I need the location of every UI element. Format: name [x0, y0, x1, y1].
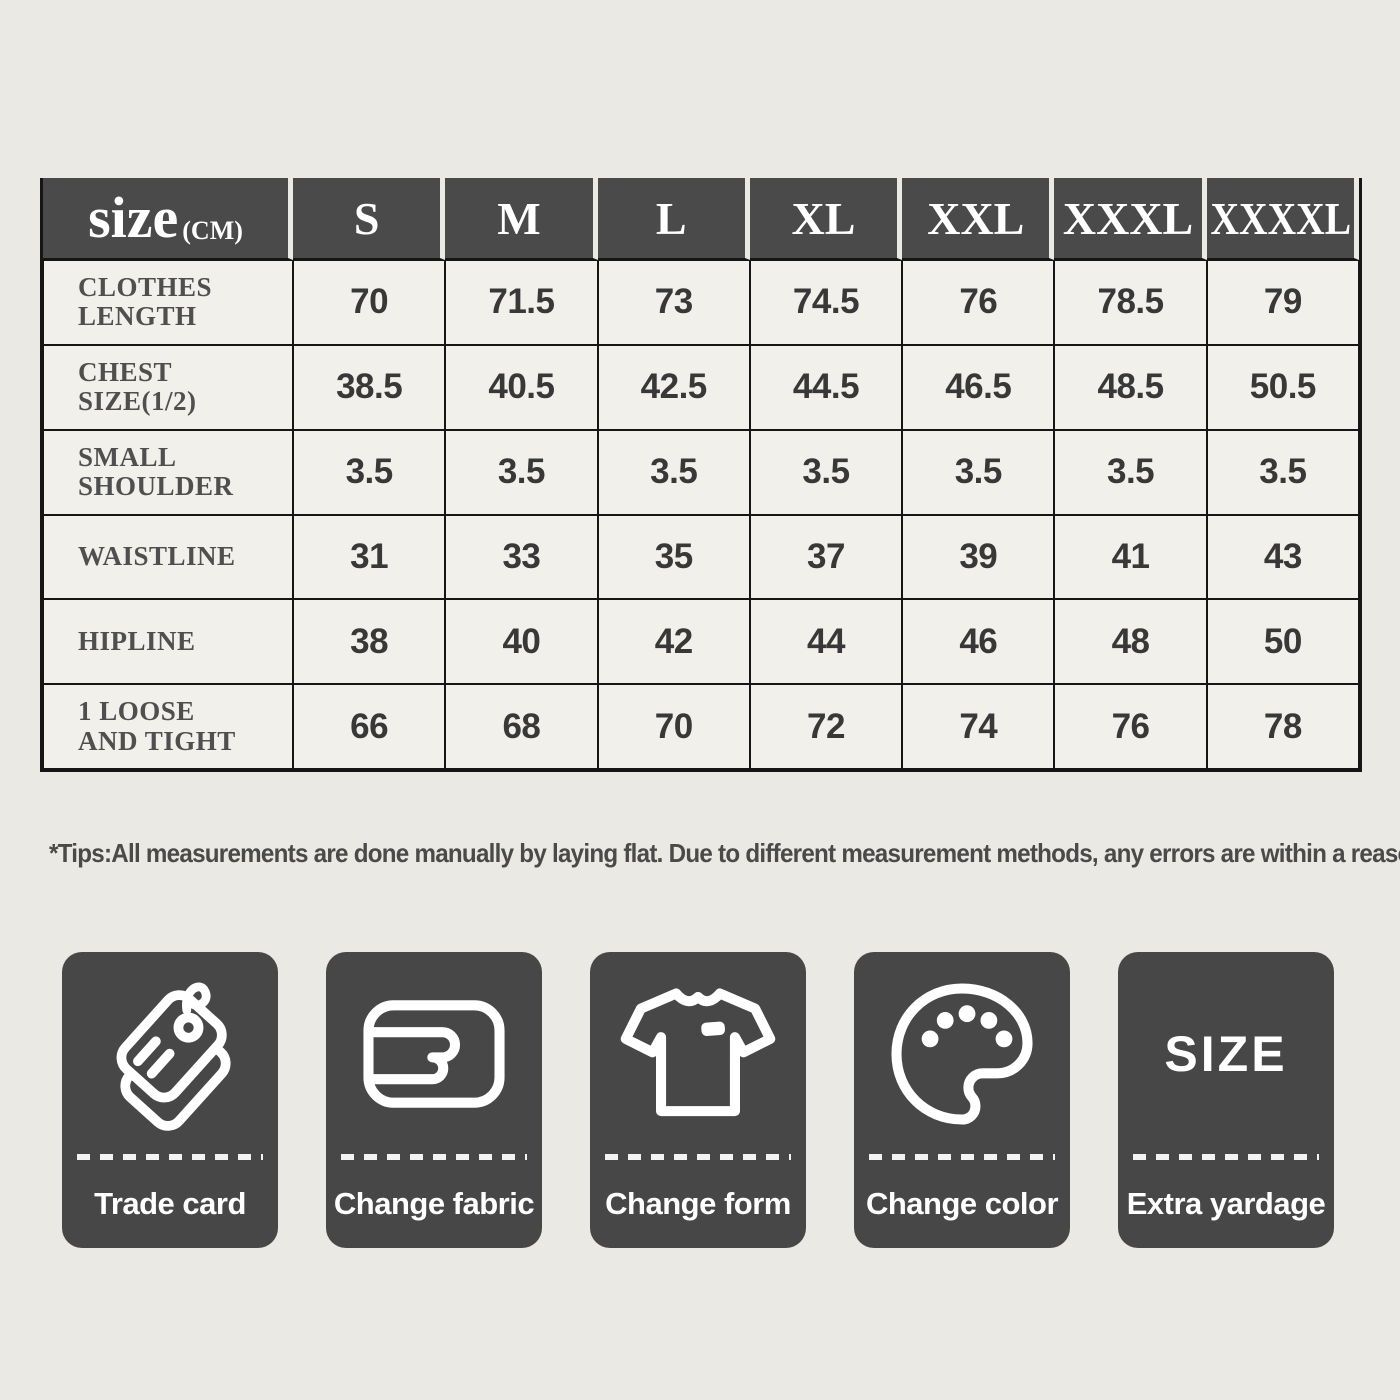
row-label-small-shoulder: SMALL SHOULDER	[43, 429, 293, 515]
palette-icon	[854, 958, 1070, 1150]
column-header-xxl: XXL	[902, 178, 1055, 260]
table-cell: 40	[445, 599, 598, 685]
table-cell: 74	[902, 684, 1055, 769]
service-cards: Trade card Change fabric Change form	[62, 952, 1334, 1248]
table-cell: 50	[1206, 599, 1359, 685]
table-cell: 70	[293, 260, 446, 345]
size-table-title-cell: size (CM)	[43, 178, 293, 260]
dashed-divider	[77, 1154, 263, 1160]
tshirt-icon	[590, 958, 806, 1150]
card-label: Change color	[865, 1186, 1059, 1221]
table-cell: 79	[1206, 260, 1359, 345]
size-table: size (CM) S M L XL XXL XXXL XXXXL CLOTHE…	[40, 178, 1362, 772]
table-cell: 78.5	[1054, 260, 1207, 345]
dashed-divider	[869, 1154, 1055, 1160]
table-cell: 48.5	[1054, 344, 1207, 430]
table-cell: 46.5	[902, 344, 1055, 430]
row-label-chest-size: CHEST SIZE(1/2)	[43, 344, 293, 430]
row-label-loose-and-tight: 1 LOOSE AND TIGHT	[43, 684, 293, 769]
table-cell: 66	[293, 684, 446, 769]
table-cell: 71.5	[445, 260, 598, 345]
card-change-color: Change color	[854, 952, 1070, 1248]
row-label-hipline: HIPLINE	[43, 599, 293, 685]
dashed-divider	[1133, 1154, 1319, 1160]
size-unit: (CM)	[182, 216, 243, 245]
table-cell: 48	[1054, 599, 1207, 685]
table-cell: 50.5	[1206, 344, 1359, 430]
table-cell: 73	[597, 260, 750, 345]
table-cell: 70	[597, 684, 750, 769]
column-header-l: L	[597, 178, 750, 260]
dashed-divider	[341, 1154, 527, 1160]
table-cell: 37	[749, 514, 903, 600]
table-cell: 39	[902, 514, 1055, 600]
row-label-waistline: WAISTLINE	[43, 514, 293, 600]
table-cell: 44	[749, 599, 903, 685]
table-cell: 68	[445, 684, 598, 769]
table-cell: 43	[1206, 514, 1359, 600]
table-cell: 3.5	[597, 429, 750, 515]
size-text-icon: SIZE	[1164, 1026, 1288, 1082]
table-cell: 41	[1054, 514, 1207, 600]
size-title: size	[88, 185, 179, 250]
table-cell: 35	[597, 514, 750, 600]
table-cell: 3.5	[293, 429, 446, 515]
table-cell: 3.5	[1206, 429, 1359, 515]
table-cell: 44.5	[749, 344, 903, 430]
column-header-xxxxl: XXXXL	[1206, 178, 1359, 260]
column-header-m: M	[445, 178, 598, 260]
table-cell: 72	[749, 684, 903, 769]
table-cell: 74.5	[749, 260, 903, 345]
table-cell: 3.5	[445, 429, 598, 515]
card-change-fabric: Change fabric	[326, 952, 542, 1248]
card-label: Extra yardage	[1126, 1186, 1326, 1221]
table-cell: 31	[293, 514, 446, 600]
table-cell: 3.5	[749, 429, 903, 515]
price-tag-icon	[62, 958, 278, 1150]
tips-note: *Tips:All measurements are done manually…	[49, 838, 1400, 868]
table-cell: 42	[597, 599, 750, 685]
table-cell: 46	[902, 599, 1055, 685]
table-cell: 42.5	[597, 344, 750, 430]
dashed-divider	[605, 1154, 791, 1160]
card-trade-card: Trade card	[62, 952, 278, 1248]
table-cell: 76	[902, 260, 1055, 345]
table-cell: 76	[1054, 684, 1207, 769]
table-cell: 3.5	[902, 429, 1055, 515]
column-header-xxxl: XXXL	[1054, 178, 1207, 260]
card-label: Change fabric	[333, 1186, 535, 1221]
table-cell: 3.5	[1054, 429, 1207, 515]
fabric-icon	[326, 958, 542, 1150]
table-cell: 38.5	[293, 344, 446, 430]
table-cell: 38	[293, 599, 446, 685]
column-header-xl: XL	[749, 178, 903, 260]
card-extra-yardage: SIZE Extra yardage	[1118, 952, 1334, 1248]
column-header-s: S	[293, 178, 446, 260]
card-change-form: Change form	[590, 952, 806, 1248]
table-cell: 33	[445, 514, 598, 600]
row-label-clothes-length: CLOTHES LENGTH	[43, 260, 293, 345]
table-cell: 78	[1206, 684, 1359, 769]
card-label: Trade card	[94, 1186, 246, 1221]
table-cell: 40.5	[445, 344, 598, 430]
card-label: Change form	[605, 1186, 791, 1221]
